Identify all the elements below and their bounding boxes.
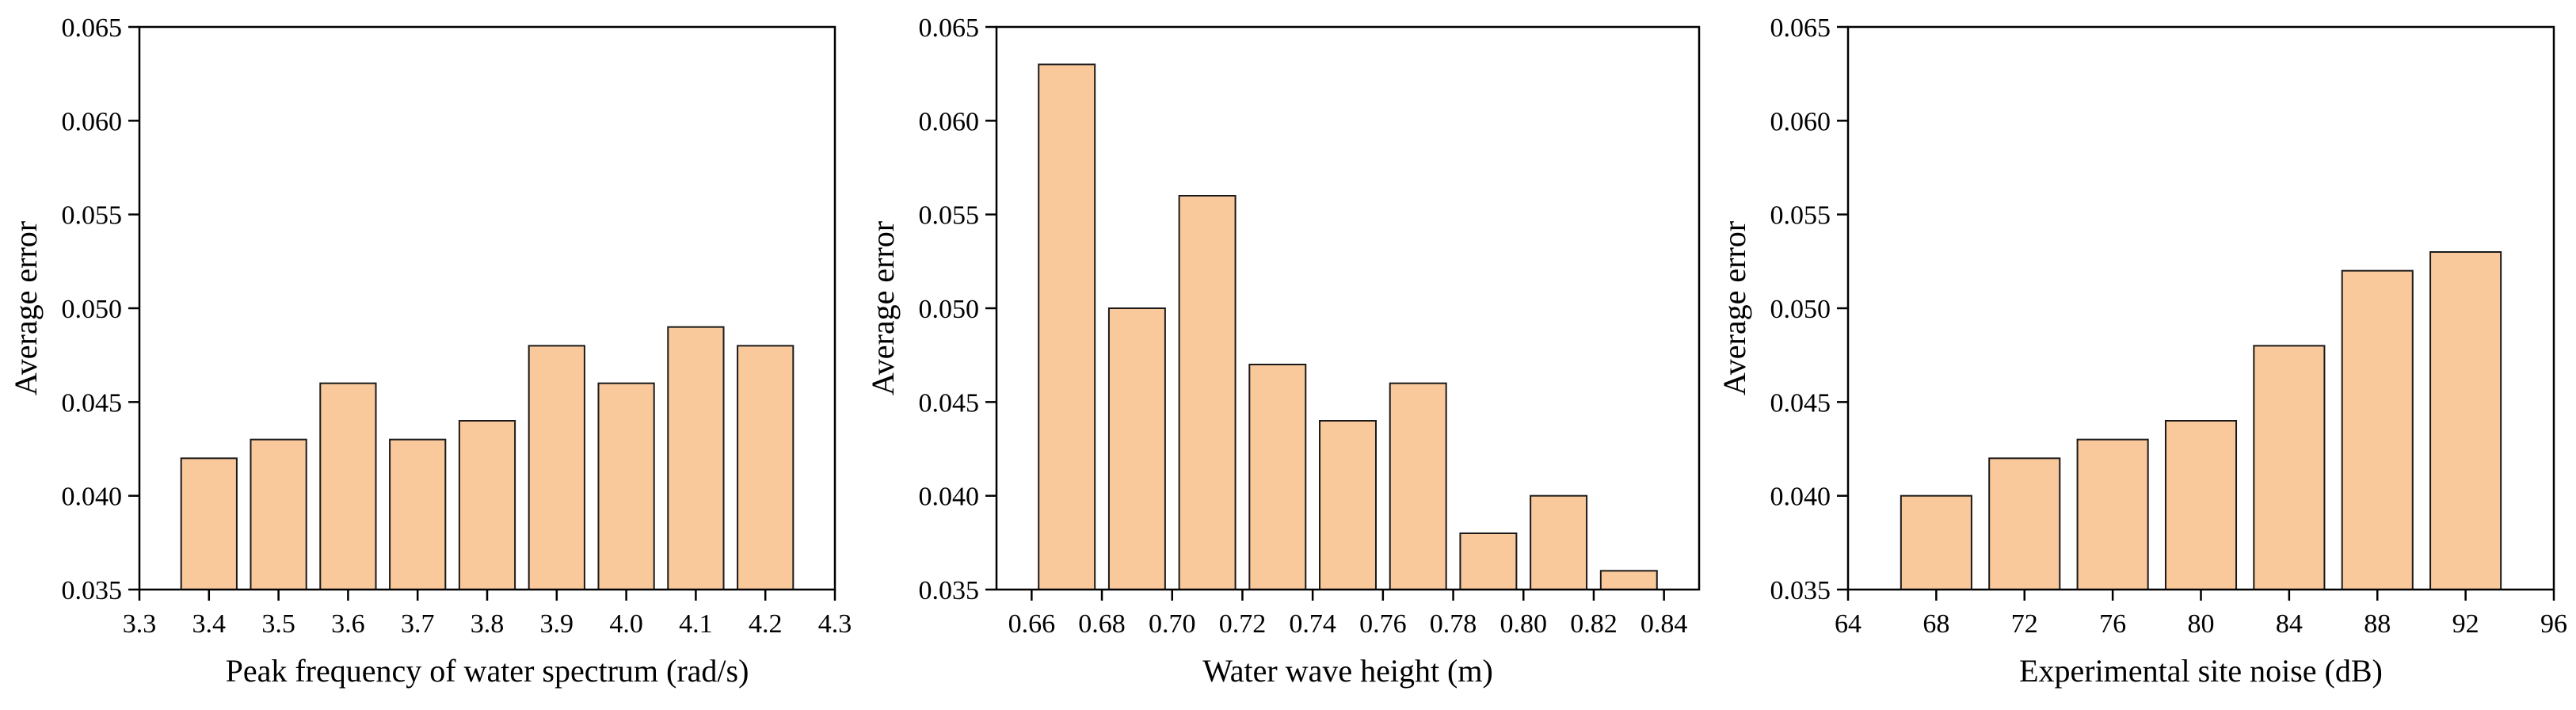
chart-panel-peak-frequency: 0.035 0.040 0.045 0.050 0.055 0.060 0.065 3.3 3.… [8,13,852,689]
y-tick-label: 0.060 [62,107,123,136]
x-tick-label: 3.8 [471,609,505,639]
x-tick-label: 76 [2099,609,2126,639]
bar [597,382,655,590]
bar [2164,420,2238,590]
x-tick-label: 92 [2452,609,2479,639]
x-tick-label: 3.9 [540,609,574,639]
y-tick-label: 0.055 [919,201,980,231]
bar [1107,307,1166,590]
bar [1530,494,1588,591]
y-axis-title: Average error [865,221,901,395]
bar [250,438,307,591]
x-tick-label: 68 [1922,609,1949,639]
x-tick-label: 0.76 [1359,609,1407,639]
y-tick-label: 0.055 [1770,201,1831,231]
chart-panel-site-noise: 0.035 0.040 0.045 0.050 0.055 0.060 0.065 64 68 7… [1717,13,2567,689]
x-tick-label: 4.2 [749,609,783,639]
y-axis-title: Average error [1717,221,1752,395]
x-tick-label: 0.80 [1500,609,1548,639]
x-axis-title: Water wave height (m) [1202,653,1493,689]
y-tick-label: 0.065 [919,13,980,43]
x-tick-label: 64 [1835,609,1862,639]
bar [180,457,238,590]
x-tick-label: 0.82 [1570,609,1618,639]
x-axis-title: Experimental site noise (dB) [2019,653,2383,689]
bar [2076,438,2149,591]
bar [737,345,795,590]
bar [1389,382,1447,590]
y-tick-label: 0.035 [919,576,980,605]
bar [319,382,377,590]
x-tick-label: 0.74 [1289,609,1336,639]
x-tick-label: 88 [2364,609,2391,639]
bar [389,438,447,591]
x-tick-label: 0.66 [1008,609,1056,639]
x-tick-label: 72 [2011,609,2038,639]
bar [1459,532,1518,590]
x-tick-label: 80 [2188,609,2215,639]
x-tick-label: 4.1 [679,609,713,639]
bar [1319,420,1377,590]
y-tick-label: 0.060 [1770,107,1831,136]
y-tick-label: 0.065 [62,13,123,43]
bar [1248,364,1307,590]
x-tick-label: 3.3 [123,609,157,639]
x-tick-label: 0.70 [1149,609,1196,639]
y-axis-title: Average error [8,221,44,395]
x-tick-label: 3.4 [192,609,227,639]
y-tick-label: 0.055 [62,201,123,231]
x-tick-label: 84 [2276,609,2303,639]
bar [528,345,585,590]
chart-panel-wave-height: 0.035 0.040 0.045 0.050 0.055 0.060 0.065 0.66 0… [865,13,1701,689]
y-tick-label: 0.050 [919,295,980,324]
x-tick-label: 3.5 [261,609,295,639]
y-tick-label: 0.040 [919,483,980,512]
x-tick-label: 0.78 [1430,609,1477,639]
bar [458,420,516,590]
bar [1038,63,1096,591]
y-tick-label: 0.040 [1770,483,1831,512]
bar [2341,269,2414,590]
y-tick-label: 0.035 [62,576,123,605]
bar [667,326,725,590]
y-tick-label: 0.045 [1770,388,1831,418]
y-tick-label: 0.050 [62,295,123,324]
bar [2253,345,2326,590]
x-tick-label: 0.72 [1219,609,1267,639]
y-tick-label: 0.050 [1770,295,1831,324]
y-tick-label: 0.060 [919,107,980,136]
bar [1900,494,1972,591]
x-tick-label: 3.7 [401,609,435,639]
y-tick-label: 0.045 [919,388,980,418]
y-tick-label: 0.035 [1770,576,1831,605]
bar [1599,570,1658,590]
y-tick-label: 0.045 [62,388,123,418]
x-axis-title: Peak frequency of water spectrum (rad/s) [226,653,749,689]
bar [1988,457,2061,590]
x-tick-label: 4.0 [609,609,643,639]
x-tick-label: 4.3 [818,609,852,639]
y-tick-label: 0.065 [1770,13,1831,43]
x-tick-label: 96 [2540,609,2567,639]
x-tick-label: 3.6 [331,609,365,639]
x-tick-label: 0.68 [1078,609,1126,639]
y-tick-label: 0.040 [62,483,123,512]
x-tick-label: 0.84 [1640,609,1688,639]
bar [2429,251,2502,590]
bar [1178,195,1237,590]
